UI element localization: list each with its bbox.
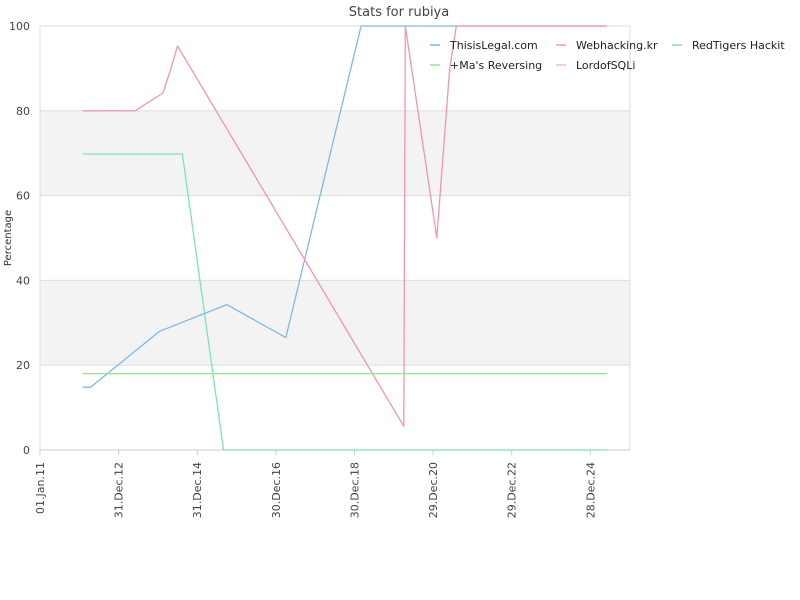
background-band [40,110,630,196]
y-axis-title: Percentage [3,210,14,266]
x-tick-label: 31.Dec.12 [113,462,126,518]
y-tick-label: 60 [16,190,30,203]
x-tick-label: 31.Dec.14 [191,462,204,518]
x-tick-label: 30.Dec.18 [348,462,361,518]
y-tick-label: 100 [9,20,30,33]
grid-lines [40,25,630,366]
legend: ThisisLegal.com Webhacking.kr RedTigers Ha… [430,39,785,72]
chart-title: Stats for rubiya [349,5,449,20]
y-tick-label: 40 [16,274,30,287]
y-tick-labels: 0 20 40 60 80 100 [9,20,30,457]
series-line [82,153,608,451]
legend-item-label: LordofSQLi [576,59,635,72]
legend-item-label: Webhacking.kr [576,39,658,52]
y-tick-label: 80 [16,105,30,118]
legend-item-label: ThisisLegal.com [449,39,538,52]
background-band [40,280,630,366]
x-tick-labels: 01.Jan.11 31.Dec.12 31.Dec.14 30.Dec.16 30.D… [34,450,597,518]
legend-item-label: RedTigers Hackit [692,39,785,52]
x-tick-label: 30.Dec.16 [270,462,283,518]
series-line [82,25,608,427]
plot-background-bands [40,110,630,366]
series-line [82,25,608,388]
y-tick-label: 20 [16,359,30,372]
legend-item-label: +Ma's Reversing [450,59,542,72]
series-lines [82,25,608,451]
x-tick-label: 29.Dec.20 [427,462,440,518]
y-tick-label: 0 [23,444,30,457]
x-tick-label: 01.Jan.11 [34,462,47,514]
x-tick-label: 28.Dec.24 [584,462,597,518]
x-tick-label: 29.Dec.22 [506,462,519,518]
axes [39,26,631,451]
